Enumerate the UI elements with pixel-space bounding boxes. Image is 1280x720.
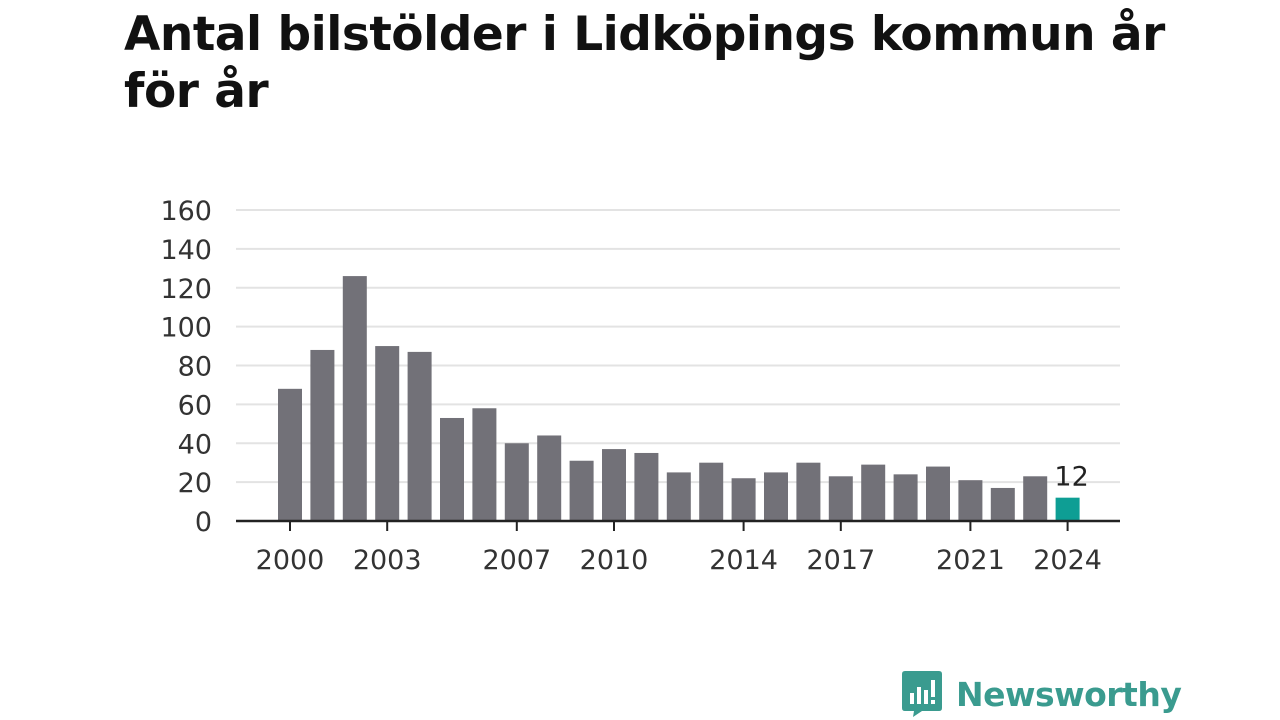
x-tick-label: 2010	[580, 545, 649, 576]
bars	[278, 276, 1080, 521]
bar-2015	[764, 472, 788, 521]
bar-2013	[699, 462, 724, 521]
x-tick-label: 2007	[482, 545, 551, 576]
brand-name: Newsworthy	[956, 674, 1182, 714]
bar-2003	[375, 346, 400, 521]
bar-2017	[828, 476, 853, 521]
x-tick-label: 2000	[256, 545, 325, 576]
y-tick-label: 20	[178, 468, 212, 499]
x-tick-label: 2021	[936, 545, 1005, 576]
bar-2011	[634, 452, 659, 521]
bar-2006	[472, 408, 497, 521]
x-tick-label: 2024	[1033, 545, 1102, 576]
y-tick-label: 80	[178, 352, 212, 383]
y-tick-label: 40	[178, 429, 212, 460]
bar-2019	[893, 474, 918, 521]
bar-2010	[602, 449, 626, 521]
bar-2008	[537, 435, 562, 521]
bar-2002	[342, 276, 367, 521]
y-tick-label: 60	[178, 390, 212, 421]
data-labels: 12	[1054, 462, 1088, 493]
x-tick-label: 2014	[709, 545, 778, 576]
newsworthy-logo-icon	[902, 671, 942, 717]
x-tick-label: 2003	[353, 545, 422, 576]
y-tick-label: 120	[160, 274, 212, 305]
x-tick-label: 2017	[806, 545, 875, 576]
bar-2020	[926, 466, 950, 521]
data-label-2024: 12	[1054, 462, 1088, 493]
y-tick-label: 0	[195, 507, 212, 538]
chart-title: Antal bilstölder i Lidköpings kommun år …	[124, 7, 1165, 119]
gridlines	[236, 209, 1120, 484]
bar-2007	[504, 443, 529, 521]
bar-2014	[731, 478, 756, 521]
y-tick-label: 140	[160, 235, 212, 266]
brand-logo: Newsworthy	[902, 670, 1182, 718]
y-tick-label: 160	[160, 196, 212, 227]
bar-2024	[1055, 497, 1080, 521]
bar-2005	[440, 417, 464, 521]
y-axis-ticks: 0 20 40 60 80 100 120 140 160	[160, 196, 212, 538]
bar-2016	[796, 462, 821, 521]
bar-2000	[278, 388, 302, 521]
x-axis-ticks: 2000 2003 2007 2010 2014 2017 2021 2024	[256, 521, 1102, 576]
bar-2009	[569, 460, 594, 521]
bar-2023	[1023, 476, 1048, 521]
bar-2018	[861, 464, 886, 521]
bar-2021	[958, 480, 983, 521]
bar-2001	[310, 349, 335, 521]
bar-2012	[666, 472, 691, 521]
bar-2022	[990, 487, 1015, 521]
y-tick-label: 100	[160, 313, 212, 344]
bar-2004	[407, 351, 432, 521]
